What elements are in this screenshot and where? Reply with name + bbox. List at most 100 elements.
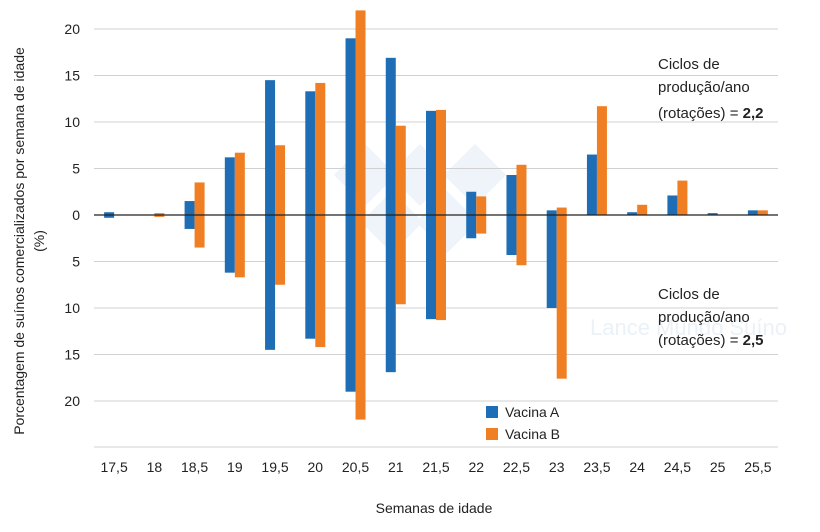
bar-upper-vacina-a [627, 212, 638, 215]
y-axis-title-line-2: (%) [31, 230, 47, 252]
bar-upper-vacina-b [476, 196, 487, 215]
x-tick-label: 20 [308, 459, 324, 475]
bar-lower-vacina-a [265, 215, 276, 350]
annotation-lower-line-1: Ciclos de [658, 286, 720, 303]
bar-upper-vacina-a [466, 191, 477, 215]
legend-swatch-vacina-a [486, 406, 498, 418]
x-tick-label: 24 [629, 459, 645, 475]
bar-lower-vacina-b [556, 215, 567, 379]
bar-lower-vacina-b [194, 215, 205, 248]
annotation-upper-line-2: produção/ano [658, 79, 750, 96]
bars [94, 10, 778, 420]
bar-lower-vacina-b [154, 215, 165, 217]
bar-upper-vacina-a [426, 110, 436, 215]
watermark-diamond [443, 143, 507, 207]
x-tick-label: 20,5 [342, 459, 369, 475]
bar-lower-vacina-b [436, 215, 446, 321]
bar-lower-vacina-a [466, 215, 477, 239]
bar-upper-vacina-a [707, 213, 718, 215]
bar-lower-vacina-a [546, 215, 557, 308]
x-axis-title: Semanas de idade [376, 500, 493, 516]
bar-upper-vacina-b [677, 180, 688, 215]
annotation-lower: Ciclos de produção/ano (rotações) = 2,5 [658, 286, 763, 349]
bar-upper-vacina-b [637, 204, 648, 215]
legend-swatch-vacina-b [486, 428, 498, 440]
x-tick-label: 24,5 [664, 459, 691, 475]
y-tick-label: 20 [64, 21, 80, 37]
bar-lower-vacina-b [516, 215, 527, 266]
y-tick-label: 15 [64, 68, 80, 84]
bar-upper-vacina-b [355, 10, 366, 216]
bar-lower-vacina-b [476, 215, 487, 234]
bar-upper-vacina-a [224, 157, 235, 215]
x-tick-label: 23,5 [583, 459, 610, 475]
bar-upper-vacina-b [194, 182, 205, 215]
bar-upper-vacina-a [265, 80, 276, 216]
x-tick-label: 22 [468, 459, 484, 475]
watermark-text: Lance Mundo Suíno [590, 315, 787, 340]
bar-upper-vacina-b [516, 164, 527, 215]
bar-lower-vacina-a [104, 215, 115, 218]
bar-lower-vacina-b [355, 215, 366, 420]
bar-upper-vacina-b [596, 106, 607, 215]
bar-lower-vacina-b [234, 215, 245, 278]
legend-label-vacina-b: Vacina B [505, 426, 560, 442]
x-tick-label: 21 [388, 459, 404, 475]
x-tick-label: 22,5 [503, 459, 530, 475]
bar-lower-vacina-a [506, 215, 517, 255]
bar-upper-vacina-b [275, 145, 286, 215]
bar-upper-vacina-a [305, 91, 316, 215]
y-tick-label: 20 [64, 393, 80, 409]
bar-upper-vacina-a [385, 57, 396, 215]
bar-lower-vacina-a [345, 215, 356, 392]
x-tick-label: 18,5 [181, 459, 208, 475]
y-tick-label: 5 [72, 254, 80, 270]
y-tick-label: 5 [72, 161, 80, 177]
bar-upper-vacina-b [436, 109, 446, 215]
bar-lower-vacina-b [395, 215, 406, 305]
bar-lower-vacina-a [224, 215, 235, 273]
bar-upper-vacina-a [345, 38, 356, 215]
annotation-lower-line-2: produção/ano [658, 309, 750, 326]
bar-upper-vacina-b [154, 213, 165, 215]
bar-upper-vacina-b [556, 207, 567, 215]
legend: Vacina A Vacina B [486, 404, 560, 442]
bar-lower-vacina-b [275, 215, 286, 285]
bar-upper-vacina-b [395, 125, 406, 215]
bar-upper-vacina-a [104, 212, 115, 215]
x-tick-label: 23 [549, 459, 565, 475]
y-tick-label: 0 [72, 207, 80, 223]
y-tick-label: 15 [64, 347, 80, 363]
x-tick-label: 17,5 [100, 459, 127, 475]
annotation-lower-value: 2,5 [743, 332, 764, 349]
y-axis-title-line-1: Porcentagem de suínos comercializados po… [11, 47, 27, 435]
x-tick-label: 25 [710, 459, 726, 475]
x-tick-labels: 17,5 18 18,5 19 19,5 20 20,5 21 21,5 22 22,5 23 23,5… [100, 459, 771, 475]
x-tick-label: 18 [147, 459, 163, 475]
x-tick-label: 21,5 [422, 459, 449, 475]
annotation-upper-line-3: (rotações) = 2,2 [658, 105, 763, 122]
bar-lower-vacina-a [426, 215, 436, 320]
annotation-upper: Ciclos de produção/ano (rotações) = 2,2 [658, 56, 763, 122]
x-tick-label: 19 [227, 459, 243, 475]
annotation-lower-prefix: (rotações) = [658, 332, 743, 349]
bar-upper-vacina-b [757, 210, 768, 215]
bar-upper-vacina-a [586, 154, 597, 215]
bar-lower-vacina-a [385, 215, 396, 373]
y-tick-labels: 20 15 10 5 0 5 10 15 20 [64, 21, 80, 409]
bar-upper-vacina-a [506, 175, 517, 215]
annotation-upper-prefix: (rotações) = [658, 105, 743, 122]
x-tick-label: 25,5 [744, 459, 771, 475]
bar-upper-vacina-a [667, 195, 678, 215]
bar-upper-vacina-b [234, 152, 245, 215]
annotation-upper-line-1: Ciclos de [658, 56, 720, 73]
bar-lower-vacina-a [184, 215, 195, 229]
y-tick-label: 10 [64, 114, 80, 130]
bar-upper-vacina-a [184, 201, 195, 215]
legend-label-vacina-a: Vacina A [505, 404, 560, 420]
y-tick-label: 10 [64, 300, 80, 316]
bar-lower-vacina-b [315, 215, 326, 348]
bar-upper-vacina-a [546, 210, 557, 215]
bar-upper-vacina-a [747, 210, 758, 215]
